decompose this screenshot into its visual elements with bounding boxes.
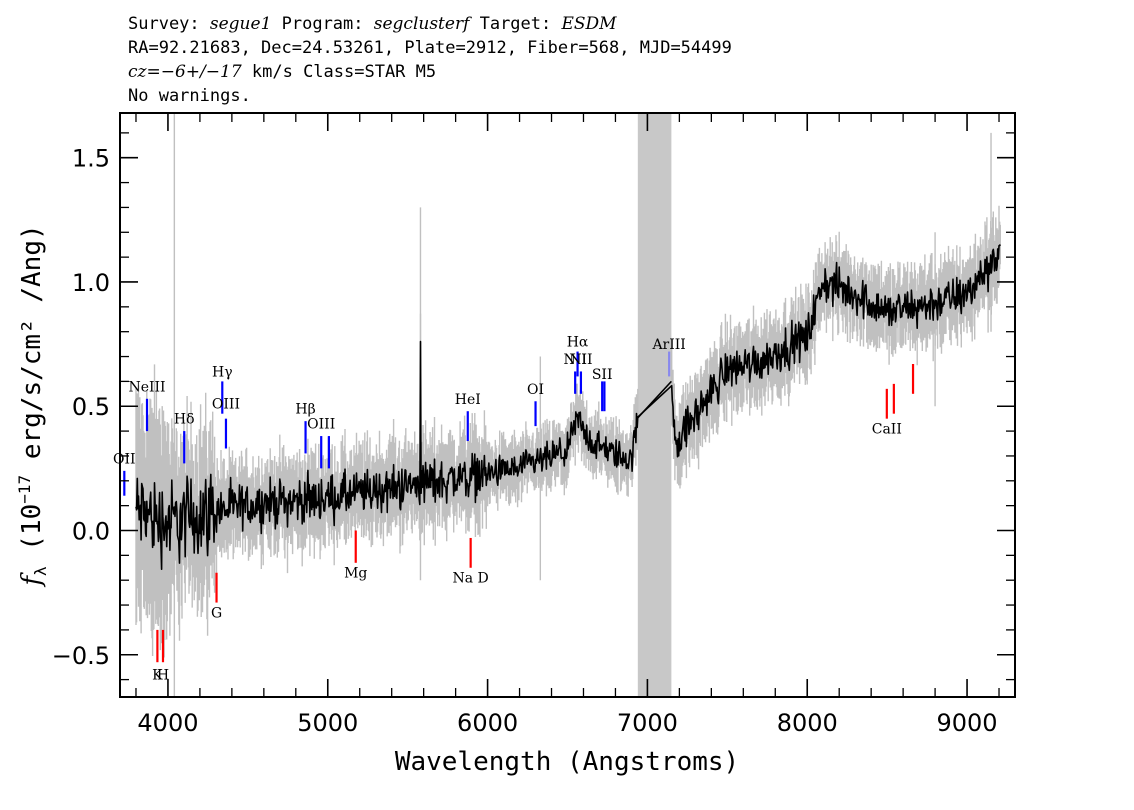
flux-series: [135, 244, 1001, 570]
error-envelope: [135, 113, 1001, 697]
x-tick-label-1: 5000: [297, 709, 358, 737]
plot-frame: [119, 112, 1016, 698]
emission-label-3: Hγ: [212, 364, 233, 380]
flux-mask-bridge: [636, 380, 672, 420]
emission-label-6: OIII: [307, 417, 335, 433]
y-tick-label-0: −0.5: [52, 642, 110, 670]
emission-label-9: OI: [527, 382, 544, 398]
emission-label-5: Hβ: [295, 402, 315, 418]
x-tick-label-5: 9000: [937, 709, 998, 737]
y-axis-title: fλ (10−17 erg/s/cm² /Ang): [15, 224, 50, 587]
x-tick-label-2: 6000: [457, 709, 518, 737]
emission-label-1: NeIII: [128, 379, 165, 395]
spectrum-header: Survey: segue1 Program: segclusterf Targ…: [128, 12, 732, 108]
flux-line: [135, 244, 1001, 570]
x-axis-title: Wavelength (Angstroms): [395, 747, 739, 777]
header-line-redshift: cz=−6+/−17 km/s Class=STAR M5: [128, 62, 437, 82]
absorption-label-5: CaII: [872, 422, 902, 438]
axis-ticks: 4000 5000 6000 7000 8000 9000 −0.5 0.0 0.5 1.0 1.5: [52, 113, 1015, 737]
y-tick-label-1: 0.0: [72, 517, 110, 545]
absorption-label-0: K: [152, 668, 163, 684]
header-line-warnings: No warnings.: [128, 86, 251, 106]
x-tick-label-3: 7000: [617, 709, 678, 737]
y-tick-label-2: 0.5: [72, 393, 110, 421]
absorption-label-2: G: [211, 605, 222, 621]
absorption-label-3: Mg: [344, 566, 367, 582]
emission-label-11: Hα: [567, 335, 589, 351]
emission-label-0: OII: [113, 451, 136, 467]
header-line-coords: RA=92.21683, Dec=24.53261, Plate=2912, F…: [128, 38, 732, 58]
emission-label-2: Hδ: [174, 412, 195, 428]
header-line-survey: Survey: segue1 Program: segclusterf Targ…: [128, 14, 617, 34]
absorption-label-4: Na D: [453, 571, 489, 587]
emission-label-4: OIII: [212, 397, 240, 413]
masked-region: [637, 113, 672, 697]
arIII-label-0: ArIII: [651, 337, 685, 353]
error-envelope-path: [135, 205, 1001, 658]
emission-label-13: SII: [592, 367, 613, 383]
y-tick-label-4: 1.5: [72, 145, 110, 173]
absorption-label-1: H: [157, 668, 169, 684]
emission-label-8: HeI: [455, 392, 481, 408]
emission-label-10: NII: [564, 352, 587, 368]
masked-region-band: [637, 113, 672, 697]
x-tick-label-4: 8000: [777, 709, 838, 737]
y-tick-label-3: 1.0: [72, 269, 110, 297]
emission-label-12: NII: [569, 352, 592, 368]
x-tick-label-0: 4000: [137, 709, 198, 737]
